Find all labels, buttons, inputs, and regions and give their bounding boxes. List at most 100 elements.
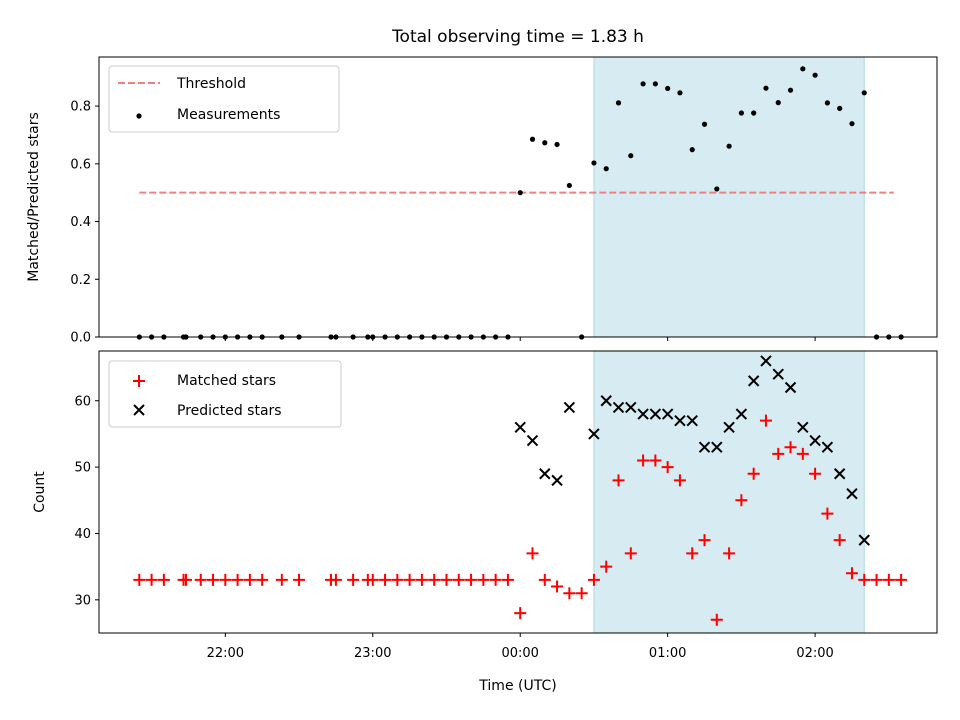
measurement-point <box>837 105 843 111</box>
matched-star-point <box>293 573 306 586</box>
matched-star-point <box>895 573 908 586</box>
x-tick-label: 23:00 <box>354 646 391 661</box>
matched-star-point <box>179 573 192 586</box>
predicted-star-point <box>649 408 662 420</box>
predicted-star-point <box>784 381 797 394</box>
measurement-point <box>665 85 671 92</box>
matched-star-point <box>673 474 686 487</box>
predicted-star-point <box>674 414 686 427</box>
bottom-legend: Matched stars Predicted stars <box>108 360 342 428</box>
x-axis-label: Time (UTC) <box>478 678 556 694</box>
measurement-point <box>603 166 609 172</box>
predicted-star-point <box>760 355 772 367</box>
matched-star-point <box>391 573 404 586</box>
bottom-y-axis: 30 40 50 60 <box>74 394 99 608</box>
measurement-point <box>861 90 867 96</box>
measurement-point <box>824 100 830 106</box>
predicted-star-point <box>809 434 821 447</box>
measurement-point <box>542 140 548 146</box>
predicted-star-point <box>797 421 809 434</box>
predicted-star-point <box>588 428 600 440</box>
x-axis: 22:00 23:00 00:00 01:00 02:00 <box>207 337 834 661</box>
matched-star-point <box>563 587 576 600</box>
matched-star-point <box>858 573 871 586</box>
top-legend: Threshold Measurements <box>108 65 340 133</box>
matched-star-point <box>347 573 360 586</box>
bottom-legend-box <box>108 360 342 428</box>
top-legend-box <box>108 65 340 133</box>
legend-predicted-label: Predicted stars <box>177 403 282 419</box>
measurement-point <box>640 81 646 87</box>
predicted-star-point <box>539 468 551 480</box>
measurement-point <box>566 182 572 189</box>
matched-star-point <box>157 573 170 586</box>
matched-star-point <box>575 587 588 600</box>
matched-star-point <box>514 607 527 620</box>
predicted-star-point <box>846 487 858 500</box>
matched-star-point <box>796 447 809 460</box>
matched-star-point <box>772 447 785 460</box>
predicted-star-point <box>625 401 637 414</box>
matched-star-point <box>809 467 822 480</box>
bottom-y-axis-label: Count <box>32 471 48 513</box>
legend-measurements-label: Measurements <box>177 107 280 123</box>
top-y-tick-label: 0.2 <box>70 273 91 288</box>
matched-star-point <box>477 573 490 586</box>
x-tick-label: 22:00 <box>207 646 244 661</box>
matched-star-point <box>329 573 342 586</box>
predicted-star-point <box>698 441 711 453</box>
predicted-star-point <box>735 408 748 420</box>
x-tick-label: 00:00 <box>501 646 538 661</box>
top-axes-frame <box>98 56 938 338</box>
matched-star-point <box>698 534 711 547</box>
matched-star-point <box>403 573 416 586</box>
predicted-star-point <box>637 408 649 420</box>
predicted-star-point <box>821 441 834 453</box>
measurement-point <box>677 90 683 96</box>
matched-star-point <box>207 573 220 586</box>
matched-star-point <box>649 454 662 467</box>
measurement-point <box>615 100 622 106</box>
predicted-star-point <box>563 401 576 414</box>
matched-star-point <box>526 547 539 560</box>
predicted-star-point <box>526 434 539 447</box>
predicted-star-point <box>612 401 625 414</box>
matched-star-point <box>489 573 502 586</box>
matched-star-point <box>686 547 699 560</box>
matched-star-point <box>243 573 256 586</box>
legend-threshold-label: Threshold <box>176 76 246 92</box>
predicted-star-point <box>858 534 870 546</box>
matched-star-point <box>735 494 748 507</box>
measurement-point <box>591 160 597 166</box>
x-tick-label: 01:00 <box>649 646 686 661</box>
measurement-point <box>751 110 757 116</box>
legend-matched-label: Matched stars <box>177 373 276 389</box>
matched-star-point <box>145 573 158 586</box>
matched-star-point <box>747 467 760 480</box>
measurement-point <box>652 81 658 87</box>
legend-matched-swatch <box>133 375 145 387</box>
measurement-point <box>763 85 769 91</box>
matched-star-point <box>219 573 232 586</box>
bottom-y-tick-label: 50 <box>74 461 91 476</box>
top-y-tick-label: 0.6 <box>70 157 91 172</box>
matched-star-point <box>428 573 441 586</box>
measurement-point <box>529 136 536 142</box>
matched-star-point <box>723 547 736 560</box>
matched-star-point <box>821 507 834 520</box>
matched-star-point <box>759 414 772 427</box>
matched-star-point <box>600 560 613 573</box>
matched-star-point <box>661 461 674 474</box>
bottom-y-tick-label: 60 <box>74 394 91 409</box>
matched-star-point <box>275 573 288 586</box>
predicted-star-point <box>711 441 723 453</box>
bottom-plot-marks <box>133 355 908 626</box>
measurement-point <box>800 66 806 72</box>
matched-star-point <box>833 534 846 547</box>
matched-star-point <box>440 573 453 586</box>
matched-star-point <box>612 474 625 487</box>
matched-star-point <box>551 580 564 593</box>
matched-star-point <box>366 573 379 586</box>
predicted-star-point <box>514 421 526 434</box>
matched-star-point <box>379 573 392 586</box>
